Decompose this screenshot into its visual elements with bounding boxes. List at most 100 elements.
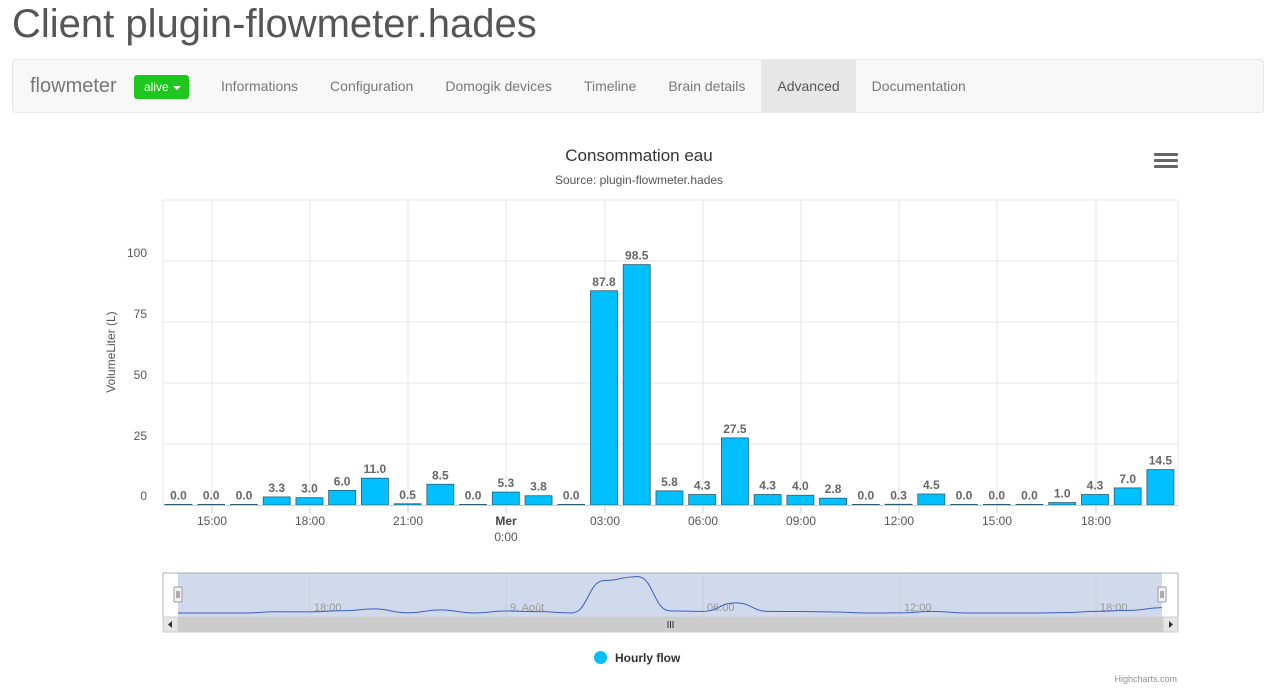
navigator-handle[interactable] [1157, 586, 1167, 603]
bar-data-label: 2.8 [825, 482, 842, 496]
chart-bar [524, 495, 553, 506]
status-dropdown-button[interactable]: alive [134, 75, 189, 99]
chart-title: Consommation eau [565, 146, 712, 165]
bar-data-label: 8.5 [432, 468, 449, 482]
chart-bar [622, 264, 651, 506]
bar-data-label: 3.0 [301, 482, 318, 496]
chart-bar [851, 503, 880, 506]
chart-bar [295, 497, 324, 506]
bar-data-label: 98.5 [625, 249, 649, 263]
navigator-handle[interactable] [173, 586, 183, 603]
x-tick-label: 12:00 [884, 514, 914, 528]
bar-data-label: 0.0 [857, 488, 874, 502]
chart-bar [819, 497, 847, 506]
chart-bar [1015, 503, 1044, 506]
tab-brain-details[interactable]: Brain details [668, 78, 746, 94]
bar-data-label: 0.0 [170, 488, 187, 502]
y-tick-label: 100 [127, 246, 147, 260]
navigator-series-line [178, 576, 1163, 614]
y-tick-label: 25 [134, 429, 148, 443]
tab-advanced[interactable]: Advanced [761, 59, 856, 113]
chart-bar [262, 496, 291, 506]
caret-down-icon [172, 85, 181, 90]
x-tick-label: 03:00 [590, 514, 620, 528]
bar-data-label: 0.0 [988, 488, 1005, 502]
x-tick-label: 18:00 [1081, 514, 1111, 528]
bar-data-label: 3.8 [530, 480, 547, 494]
chart-bar [884, 503, 913, 506]
tab-timeline[interactable]: Timeline [583, 78, 637, 94]
bar-data-label: 0.0 [236, 488, 253, 502]
y-tick-label: 50 [134, 368, 148, 382]
bar-data-label: 4.3 [694, 479, 711, 493]
chart-bar [360, 477, 389, 506]
bar-data-label: 0.0 [563, 488, 580, 502]
tab-domogik-devices[interactable]: Domogik devices [445, 78, 552, 94]
bar-data-label: 0.3 [890, 488, 907, 502]
bar-data-label: 4.3 [1087, 479, 1104, 493]
bar-data-label: 4.0 [792, 479, 809, 493]
bar-data-label: 3.3 [268, 481, 285, 495]
navigator-label: 12:00 [904, 602, 932, 614]
x-tick-label: 21:00 [393, 514, 423, 528]
page-title: Client plugin-flowmeter.hades [12, 2, 537, 46]
bar-data-label: 14.5 [1149, 454, 1173, 468]
navbar-tabs: Informations Configuration Domogik devices… [205, 59, 982, 113]
chart-bar [426, 483, 455, 506]
bar-data-label: 5.3 [497, 476, 514, 490]
chart-bar [982, 503, 1011, 506]
scroll-right-arrow-icon[interactable] [1169, 621, 1173, 628]
chart-bar [655, 490, 684, 506]
chart-bar [197, 503, 226, 506]
plugin-navbar: flowmeter alive Informations Configuratio… [12, 59, 1264, 113]
chart-bar [688, 494, 717, 506]
status-label: alive [144, 80, 169, 94]
legend-item-label[interactable]: Hourly flow [615, 651, 681, 665]
bar-data-label: 6.0 [334, 474, 351, 488]
chart-bar [590, 290, 618, 506]
chart-bar [721, 437, 749, 506]
chart-bar [917, 493, 946, 506]
chart-bar [164, 503, 193, 506]
x-tick-label: Mer [495, 514, 517, 528]
tab-configuration[interactable]: Configuration [330, 78, 414, 94]
bar-data-label: 5.8 [661, 475, 678, 489]
bar-data-label: 1.0 [1054, 487, 1071, 501]
chart-bar [557, 503, 586, 506]
y-tick-label: 75 [134, 307, 148, 321]
navigator-frame [162, 572, 1179, 618]
y-axis-title: VolumeLiter (L) [104, 311, 118, 392]
y-tick-label: 0 [140, 489, 147, 503]
tab-informations[interactable]: Informations [221, 78, 299, 94]
bar-data-label: 4.5 [923, 478, 940, 492]
bar-data-label: 0.0 [1021, 488, 1038, 502]
x-tick-sublabel: 0:00 [494, 530, 518, 544]
bar-data-label: 0.0 [956, 488, 973, 502]
x-tick-label: 06:00 [688, 514, 718, 528]
chart-bar [950, 503, 978, 506]
bar-data-label: 4.3 [759, 479, 776, 493]
chart-bar [786, 494, 815, 506]
chart-bar [459, 503, 487, 506]
scroll-left-arrow-icon[interactable] [168, 621, 172, 628]
chart-bar [1146, 469, 1175, 506]
chart-bar [230, 503, 258, 506]
x-tick-label: 18:00 [295, 514, 325, 528]
chart-bar [1081, 494, 1109, 506]
chart-bar [393, 503, 422, 506]
chart-credits: Highcharts.com [1114, 674, 1177, 684]
navigator-mask [178, 573, 1162, 617]
bar-data-label: 87.8 [592, 275, 616, 289]
navigator-label: 06:00 [707, 602, 735, 614]
legend-marker[interactable] [594, 651, 607, 664]
bar-data-label: 0.0 [203, 488, 220, 502]
chart-menu-icon[interactable] [1154, 150, 1178, 172]
chart-bar [1048, 502, 1077, 506]
chart-subtitle: Source: plugin-flowmeter.hades [555, 173, 723, 187]
chart-bar [328, 489, 357, 506]
tab-documentation[interactable]: Documentation [871, 78, 966, 94]
x-tick-label: 09:00 [786, 514, 816, 528]
navbar-brand[interactable]: flowmeter [30, 75, 117, 97]
